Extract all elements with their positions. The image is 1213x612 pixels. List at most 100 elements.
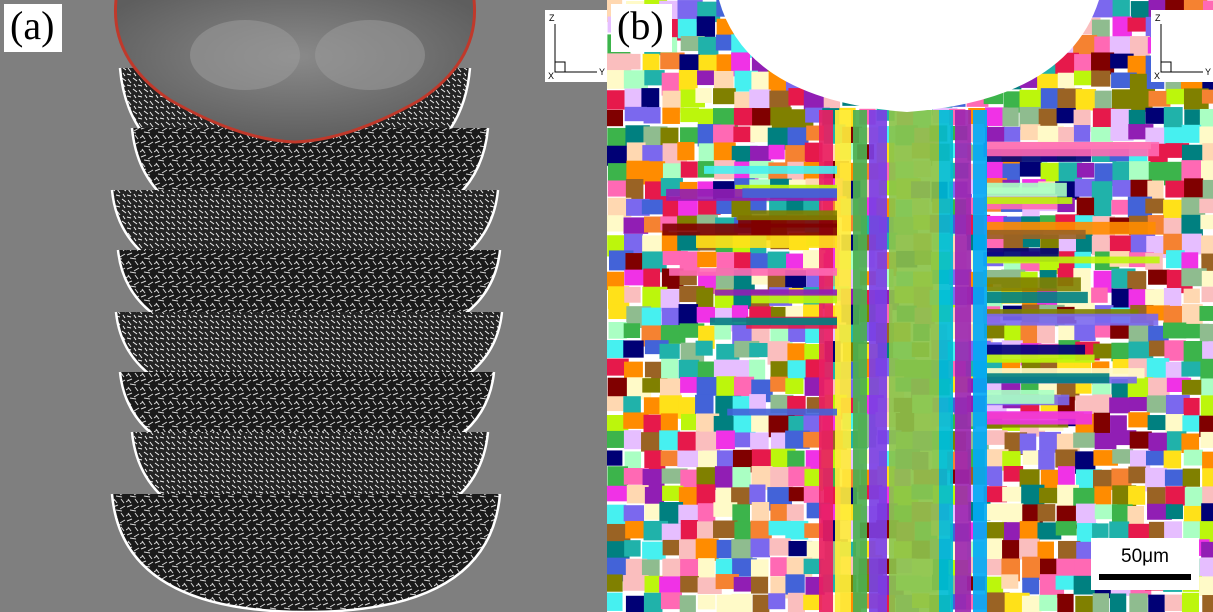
- grain: [607, 574, 623, 592]
- grain: [644, 450, 666, 473]
- grain: [768, 520, 787, 536]
- grain: [751, 414, 773, 432]
- grain: [750, 559, 769, 579]
- grain: [1075, 503, 1097, 525]
- elongated-grain: [696, 234, 837, 248]
- grain: [751, 502, 770, 521]
- grain: [662, 485, 684, 501]
- grain: [1109, 593, 1127, 612]
- grain: [1111, 468, 1132, 491]
- grain: [1094, 197, 1112, 217]
- grain: [641, 307, 662, 330]
- grain: [696, 521, 714, 541]
- coordinate-triad-b: Z Y X: [1151, 10, 1213, 82]
- grain: [1199, 305, 1213, 321]
- grain: [677, 450, 703, 468]
- grain: [1201, 89, 1213, 104]
- grain: [607, 485, 628, 502]
- grain: [1129, 431, 1152, 449]
- z-axis-label: Z: [1155, 13, 1161, 23]
- columnar-grain: [835, 110, 851, 612]
- grain: [984, 503, 1005, 521]
- grain: [1147, 415, 1167, 431]
- grain: [1111, 288, 1133, 311]
- grain: [1202, 143, 1213, 167]
- grain: [715, 574, 739, 590]
- grain: [677, 0, 703, 23]
- grain: [752, 594, 770, 612]
- elongated-grain: [987, 197, 1073, 204]
- grain: [731, 52, 751, 77]
- grain: [696, 287, 714, 308]
- grain: [1181, 361, 1205, 377]
- grain: [787, 592, 805, 612]
- grain: [607, 286, 630, 309]
- grain: [984, 107, 1008, 126]
- grain: [1019, 89, 1042, 113]
- grain: [1111, 199, 1132, 215]
- elongated-grain: [987, 373, 1110, 384]
- melt-pool-cutout: [719, 0, 1099, 112]
- grain: [1181, 124, 1202, 143]
- grain: [1074, 324, 1096, 342]
- grain: [1148, 90, 1171, 107]
- grain: [1037, 504, 1056, 522]
- grain: [1200, 395, 1213, 419]
- grain: [1112, 180, 1133, 197]
- grain: [1129, 396, 1149, 412]
- grain: [1181, 252, 1199, 271]
- y-axis-label: Y: [599, 67, 606, 77]
- grain: [1201, 253, 1213, 276]
- grain: [1003, 466, 1024, 482]
- grain: [660, 289, 681, 312]
- elongated-grain: [987, 229, 1086, 240]
- grain: [1147, 503, 1172, 520]
- grain: [767, 251, 790, 273]
- grain: [641, 199, 666, 215]
- grain: [624, 88, 646, 108]
- grain: [713, 359, 740, 378]
- grain: [641, 432, 662, 452]
- grain: [1019, 538, 1040, 560]
- grain: [785, 520, 809, 540]
- elongated-grain: [987, 389, 1055, 404]
- grain: [804, 142, 823, 165]
- grain: [1112, 16, 1132, 38]
- grain: [678, 504, 703, 524]
- grain: [749, 484, 766, 504]
- grain: [713, 88, 736, 105]
- grain: [624, 233, 643, 253]
- grain: [983, 486, 1008, 503]
- grain: [697, 251, 717, 268]
- grain: [1094, 432, 1117, 450]
- grain: [1202, 71, 1213, 93]
- grain: [1164, 127, 1184, 146]
- grain: [1111, 504, 1133, 526]
- grain: [625, 179, 644, 203]
- grain: [625, 558, 648, 577]
- grain: [1092, 593, 1110, 612]
- grain: [1094, 504, 1118, 520]
- grain: [1055, 575, 1076, 590]
- grain: [734, 432, 755, 448]
- grain: [608, 322, 627, 339]
- grain: [624, 361, 643, 380]
- grain: [696, 484, 716, 508]
- grain: [1181, 214, 1203, 237]
- grain: [731, 593, 752, 612]
- elongated-grain: [987, 291, 1088, 304]
- grain: [626, 142, 646, 165]
- grain: [750, 125, 772, 143]
- grain: [750, 520, 772, 545]
- grain: [1201, 541, 1213, 558]
- grain: [698, 199, 721, 215]
- grain: [1019, 106, 1041, 130]
- grain: [1128, 466, 1146, 484]
- grain: [1094, 36, 1111, 57]
- grain: [1058, 540, 1081, 560]
- grain: [697, 594, 716, 610]
- grain: [768, 144, 785, 160]
- grain: [1199, 108, 1213, 128]
- grain: [1091, 19, 1110, 40]
- grain: [1202, 486, 1213, 507]
